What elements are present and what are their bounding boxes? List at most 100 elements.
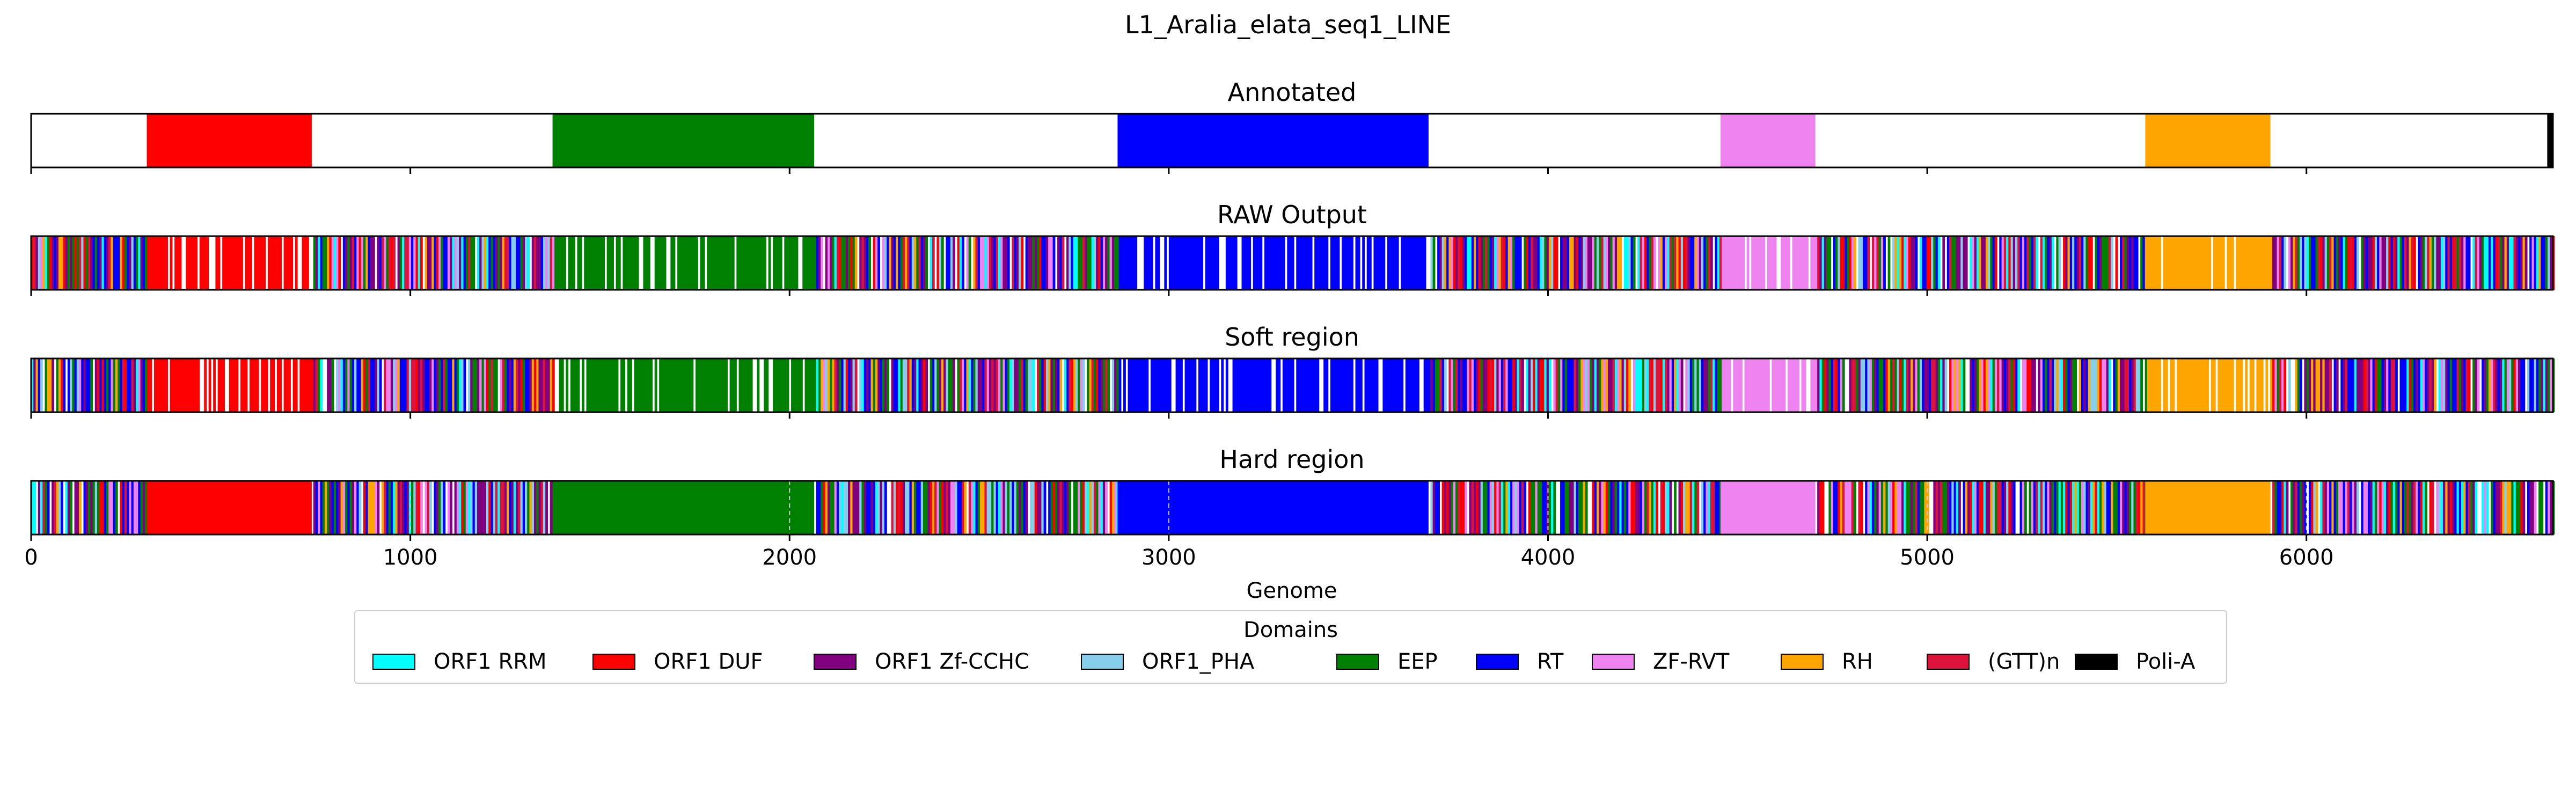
prediction-stripe	[195, 358, 198, 412]
prediction-stripe	[1958, 481, 1961, 535]
prediction-stripe	[1485, 481, 1488, 535]
prediction-stripe	[2497, 358, 2500, 412]
prediction-stripe	[1599, 481, 1601, 535]
prediction-stripe	[1114, 358, 1117, 412]
prediction-stripe	[406, 481, 409, 535]
prediction-stripe	[2231, 236, 2234, 290]
prediction-stripe	[905, 358, 908, 412]
prediction-stripe	[1032, 358, 1035, 412]
prediction-stripe	[177, 358, 180, 412]
prediction-stripe	[408, 358, 412, 412]
prediction-stripe	[2479, 236, 2482, 290]
prediction-stripe	[887, 358, 889, 412]
prediction-stripe	[2277, 236, 2280, 290]
prediction-stripe	[2181, 358, 2184, 412]
prediction-stripe	[190, 358, 193, 412]
prediction-stripe	[1080, 236, 1083, 290]
prediction-stripe	[1062, 236, 1065, 290]
prediction-stripe	[347, 481, 350, 535]
prediction-stripe	[1264, 358, 1267, 412]
prediction-stripe	[1919, 236, 1922, 290]
panel-raw-output: RAW Output	[30, 200, 2555, 296]
prediction-stripe	[2297, 358, 2300, 412]
prediction-stripe	[2295, 236, 2298, 290]
prediction-stripe	[1087, 481, 1090, 535]
prediction-stripe	[2045, 481, 2047, 535]
prediction-stripe	[1482, 481, 1485, 535]
prediction-stripe	[1009, 358, 1012, 412]
prediction-stripe	[1596, 236, 1599, 290]
prediction-stripe	[472, 236, 475, 290]
prediction-stripe	[731, 358, 735, 412]
prediction-stripe	[647, 236, 650, 290]
prediction-stripe	[1685, 481, 1688, 535]
prediction-stripe	[686, 236, 689, 290]
prediction-stripe	[2345, 236, 2348, 290]
prediction-stripe	[2104, 236, 2107, 290]
prediction-stripe	[1937, 236, 1941, 290]
prediction-stripe	[79, 236, 82, 290]
prediction-stripe	[33, 236, 36, 290]
prediction-stripe	[2201, 236, 2205, 290]
prediction-stripe	[2509, 358, 2512, 412]
prediction-stripe	[2218, 236, 2221, 290]
prediction-stripe	[2500, 358, 2502, 412]
prediction-stripe	[2074, 236, 2077, 290]
prediction-stripe	[1439, 358, 1443, 412]
prediction-stripe	[2031, 236, 2034, 290]
prediction-stripe	[2333, 358, 2337, 412]
prediction-stripe	[2420, 358, 2423, 412]
prediction-stripe	[1371, 358, 1374, 412]
prediction-stripe	[163, 358, 166, 412]
x-tick-label: 2000	[762, 545, 817, 570]
prediction-stripe	[2251, 358, 2255, 412]
prediction-stripe	[1605, 358, 1608, 412]
prediction-stripe	[2102, 481, 2104, 535]
prediction-stripe	[882, 481, 885, 535]
prediction-stripe	[1653, 358, 1656, 412]
prediction-stripe	[775, 358, 778, 412]
prediction-stripe	[807, 358, 810, 412]
prediction-stripe	[875, 358, 878, 412]
prediction-stripe	[1546, 236, 1549, 290]
prediction-stripe	[2361, 481, 2364, 535]
prediction-stripe	[970, 481, 974, 535]
prediction-stripe	[1002, 358, 1006, 412]
prediction-stripe	[1642, 481, 1645, 535]
prediction-stripe	[2313, 481, 2316, 535]
prediction-stripe	[87, 358, 91, 412]
prediction-stripe	[1421, 236, 1424, 290]
prediction-stripe	[863, 481, 867, 535]
prediction-stripe	[1458, 481, 1461, 535]
prediction-stripe	[1592, 481, 1595, 535]
prediction-stripe	[2354, 236, 2357, 290]
prediction-stripe	[1191, 236, 1195, 290]
prediction-stripe	[925, 358, 928, 412]
prediction-stripe	[1728, 236, 1731, 290]
prediction-stripe	[1899, 236, 1902, 290]
prediction-stripe	[1448, 481, 1452, 535]
prediction-stripe	[1819, 481, 1823, 535]
prediction-stripe	[267, 236, 270, 290]
prediction-stripe	[2381, 236, 2384, 290]
prediction-stripe	[529, 481, 532, 535]
prediction-stripe	[2511, 358, 2514, 412]
prediction-stripe	[1580, 481, 1584, 535]
prediction-stripe	[1250, 358, 1254, 412]
prediction-stripe	[299, 358, 303, 412]
prediction-stripe	[413, 236, 416, 290]
prediction-stripe	[759, 236, 762, 290]
prediction-stripe	[1205, 358, 1208, 412]
prediction-stripe	[418, 358, 421, 412]
prediction-stripe	[190, 236, 193, 290]
prediction-stripe	[613, 358, 617, 412]
prediction-stripe	[1623, 358, 1627, 412]
prediction-stripe	[597, 358, 601, 412]
prediction-stripe	[436, 236, 439, 290]
prediction-stripe	[1380, 236, 1383, 290]
prediction-stripe	[454, 236, 457, 290]
prediction-stripe	[832, 358, 835, 412]
prediction-stripe	[1928, 358, 1931, 412]
prediction-stripe	[1107, 358, 1110, 412]
prediction-stripe	[1924, 236, 1927, 290]
